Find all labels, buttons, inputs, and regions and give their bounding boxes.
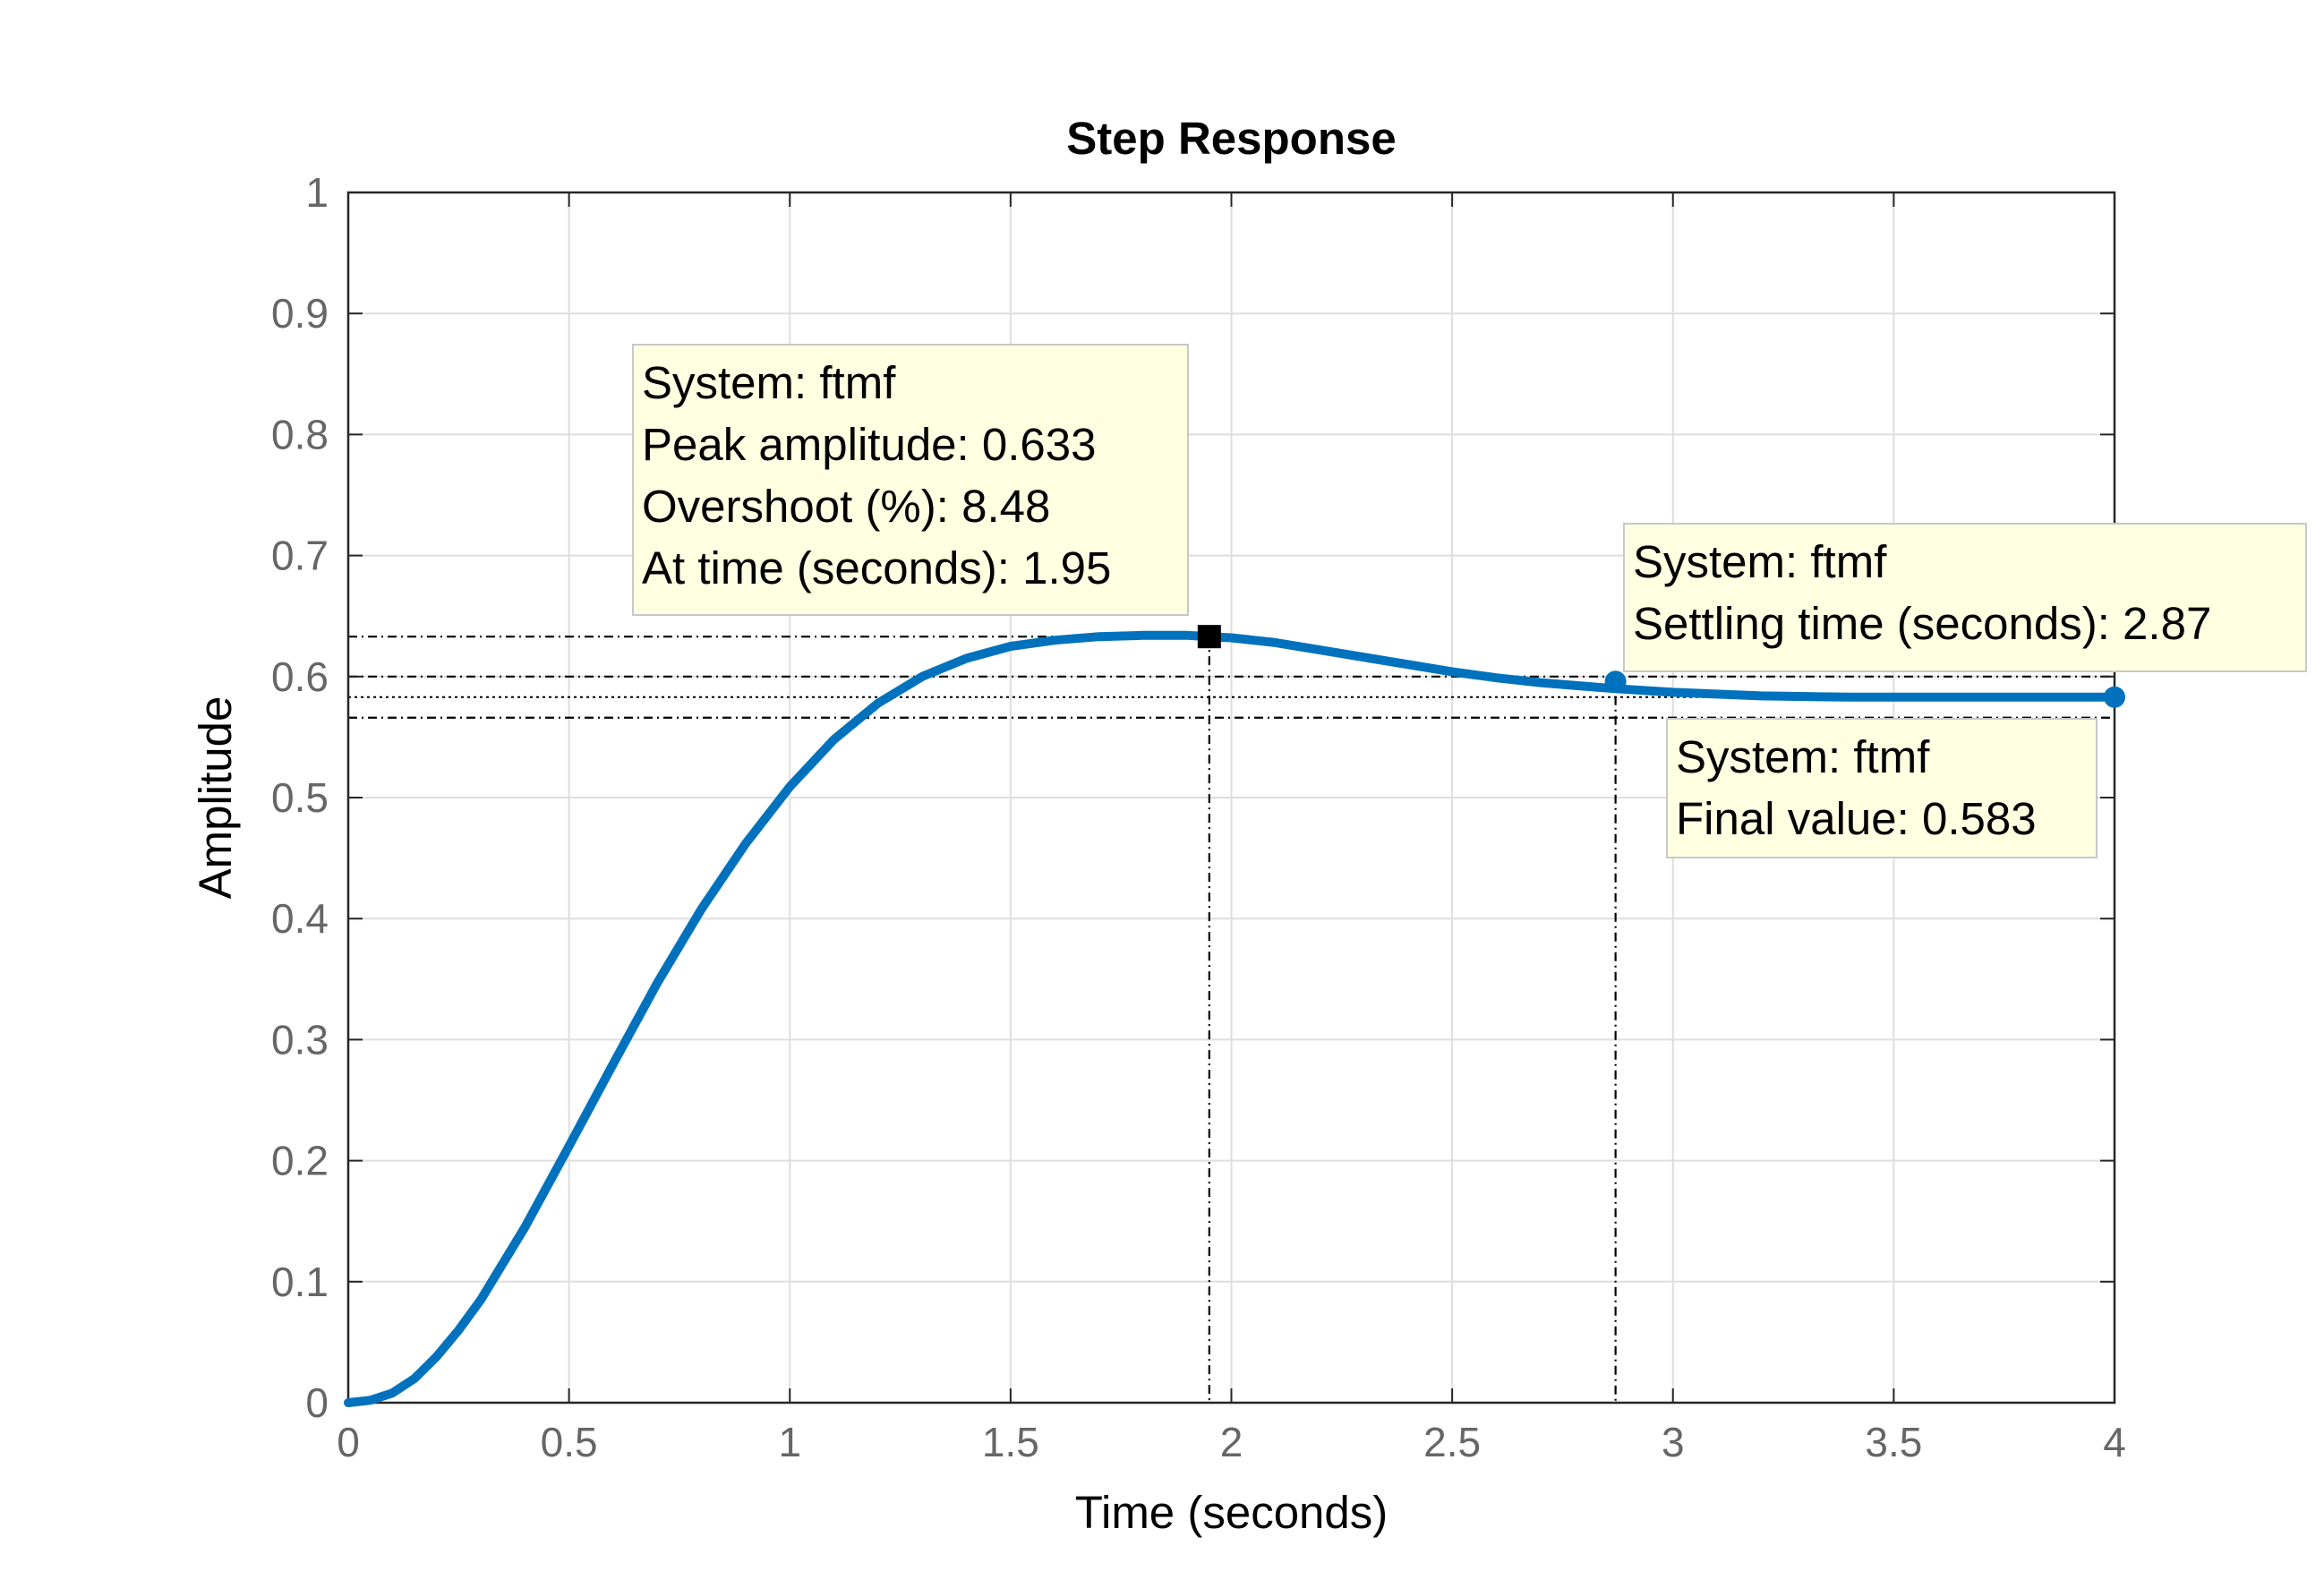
tick-labels: 0 0.5 1 1.5 2 2.5 3 3.5 4 0 0.1 0.2 0.3 0.4 0.5 0.6 0.7 0… xyxy=(271,169,2126,1465)
x-tick-label: 4 xyxy=(2103,1419,2126,1465)
y-tick-label: 0.5 xyxy=(271,774,329,821)
x-axis-label: Time (seconds) xyxy=(1075,1487,1388,1538)
y-tick-label: 0.2 xyxy=(271,1138,329,1184)
x-tick-label: 2 xyxy=(1220,1419,1243,1465)
peak-marker[interactable] xyxy=(1197,625,1221,649)
x-tick-label: 3 xyxy=(1662,1419,1685,1465)
x-tick-label: 3.5 xyxy=(1865,1419,1922,1465)
data-tip-peak-line: Overshoot (%): 8.48 xyxy=(642,481,1050,532)
data-tip-final-line: Final value: 0.583 xyxy=(1676,793,2037,844)
chart-title: Step Response xyxy=(1066,113,1396,164)
y-tick-label: 0 xyxy=(305,1379,329,1426)
data-tip-settling-box xyxy=(1623,523,2307,672)
x-tick-label: 1 xyxy=(778,1419,801,1465)
data-tip-final-box xyxy=(1666,718,2098,858)
y-axis-label: Amplitude xyxy=(190,696,241,900)
y-tick-label: 0.8 xyxy=(271,411,329,457)
tick-marks xyxy=(347,192,2115,1404)
data-tip-settling-line: Settling time (seconds): 2.87 xyxy=(1633,598,2211,649)
step-response-line xyxy=(344,630,2119,1407)
y-tick-label: 0.6 xyxy=(271,653,329,700)
data-tips: System: ftmf Peak amplitude: 0.633 Oversho… xyxy=(632,344,2307,858)
y-tick-label: 0.3 xyxy=(271,1016,329,1063)
x-tick-label: 2.5 xyxy=(1423,1419,1481,1465)
y-tick-label: 0.4 xyxy=(271,895,329,942)
settling-marker[interactable] xyxy=(1604,670,1627,693)
x-tick-label: 0.5 xyxy=(541,1419,598,1465)
y-tick-label: 0.9 xyxy=(271,290,329,337)
data-tip-settling-line: System: ftmf xyxy=(1633,536,1887,587)
data-tip-peak-line: Peak amplitude: 0.633 xyxy=(642,419,1097,470)
data-tip-peak-line: System: ftmf xyxy=(642,357,896,408)
data-tip-final-line: System: ftmf xyxy=(1676,731,1930,782)
x-tick-label: 1.5 xyxy=(982,1419,1039,1465)
markers[interactable] xyxy=(1197,625,2125,708)
x-tick-label: 0 xyxy=(337,1419,360,1465)
y-tick-label: 0.7 xyxy=(271,533,329,579)
final-value-marker[interactable] xyxy=(2104,686,2125,708)
data-tip-peak-line: At time (seconds): 1.95 xyxy=(642,542,1111,593)
y-tick-label: 1 xyxy=(305,169,329,216)
data-tip-peak-box xyxy=(632,344,1189,616)
y-tick-label: 0.1 xyxy=(271,1259,329,1305)
